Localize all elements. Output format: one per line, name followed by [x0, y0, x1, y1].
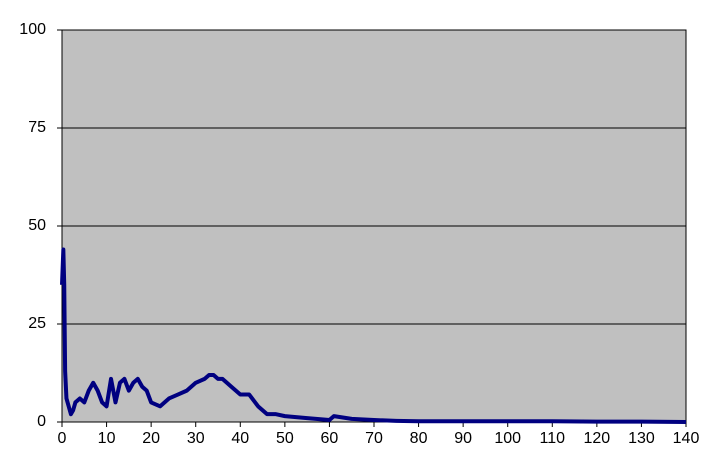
y-tick-label: 50	[28, 217, 46, 234]
x-tick-label: 0	[58, 430, 67, 447]
x-tick-label: 90	[454, 430, 472, 447]
y-tick-label: 75	[28, 119, 46, 136]
x-tick-label: 30	[187, 430, 205, 447]
x-tick-label: 20	[142, 430, 160, 447]
line	[60, 247, 687, 424]
x-tick-label: 70	[365, 430, 383, 447]
y-tick-label: 0	[37, 413, 46, 430]
x-tick-label: 110	[540, 430, 566, 447]
x-tick-label: 80	[410, 430, 428, 447]
x-tick-label: 60	[321, 430, 339, 447]
y-tick-label: 25	[28, 315, 46, 332]
x-tick-label: 50	[276, 430, 294, 447]
x-tick-label: 120	[584, 430, 611, 447]
x-tick-label: 10	[98, 430, 116, 447]
x-tick-label: 140	[673, 430, 700, 447]
x-tick-label: 40	[231, 430, 249, 447]
x-tick-label: 130	[628, 430, 655, 447]
y-tick-label: 100	[19, 21, 46, 38]
x-tick-label: 100	[494, 430, 521, 447]
